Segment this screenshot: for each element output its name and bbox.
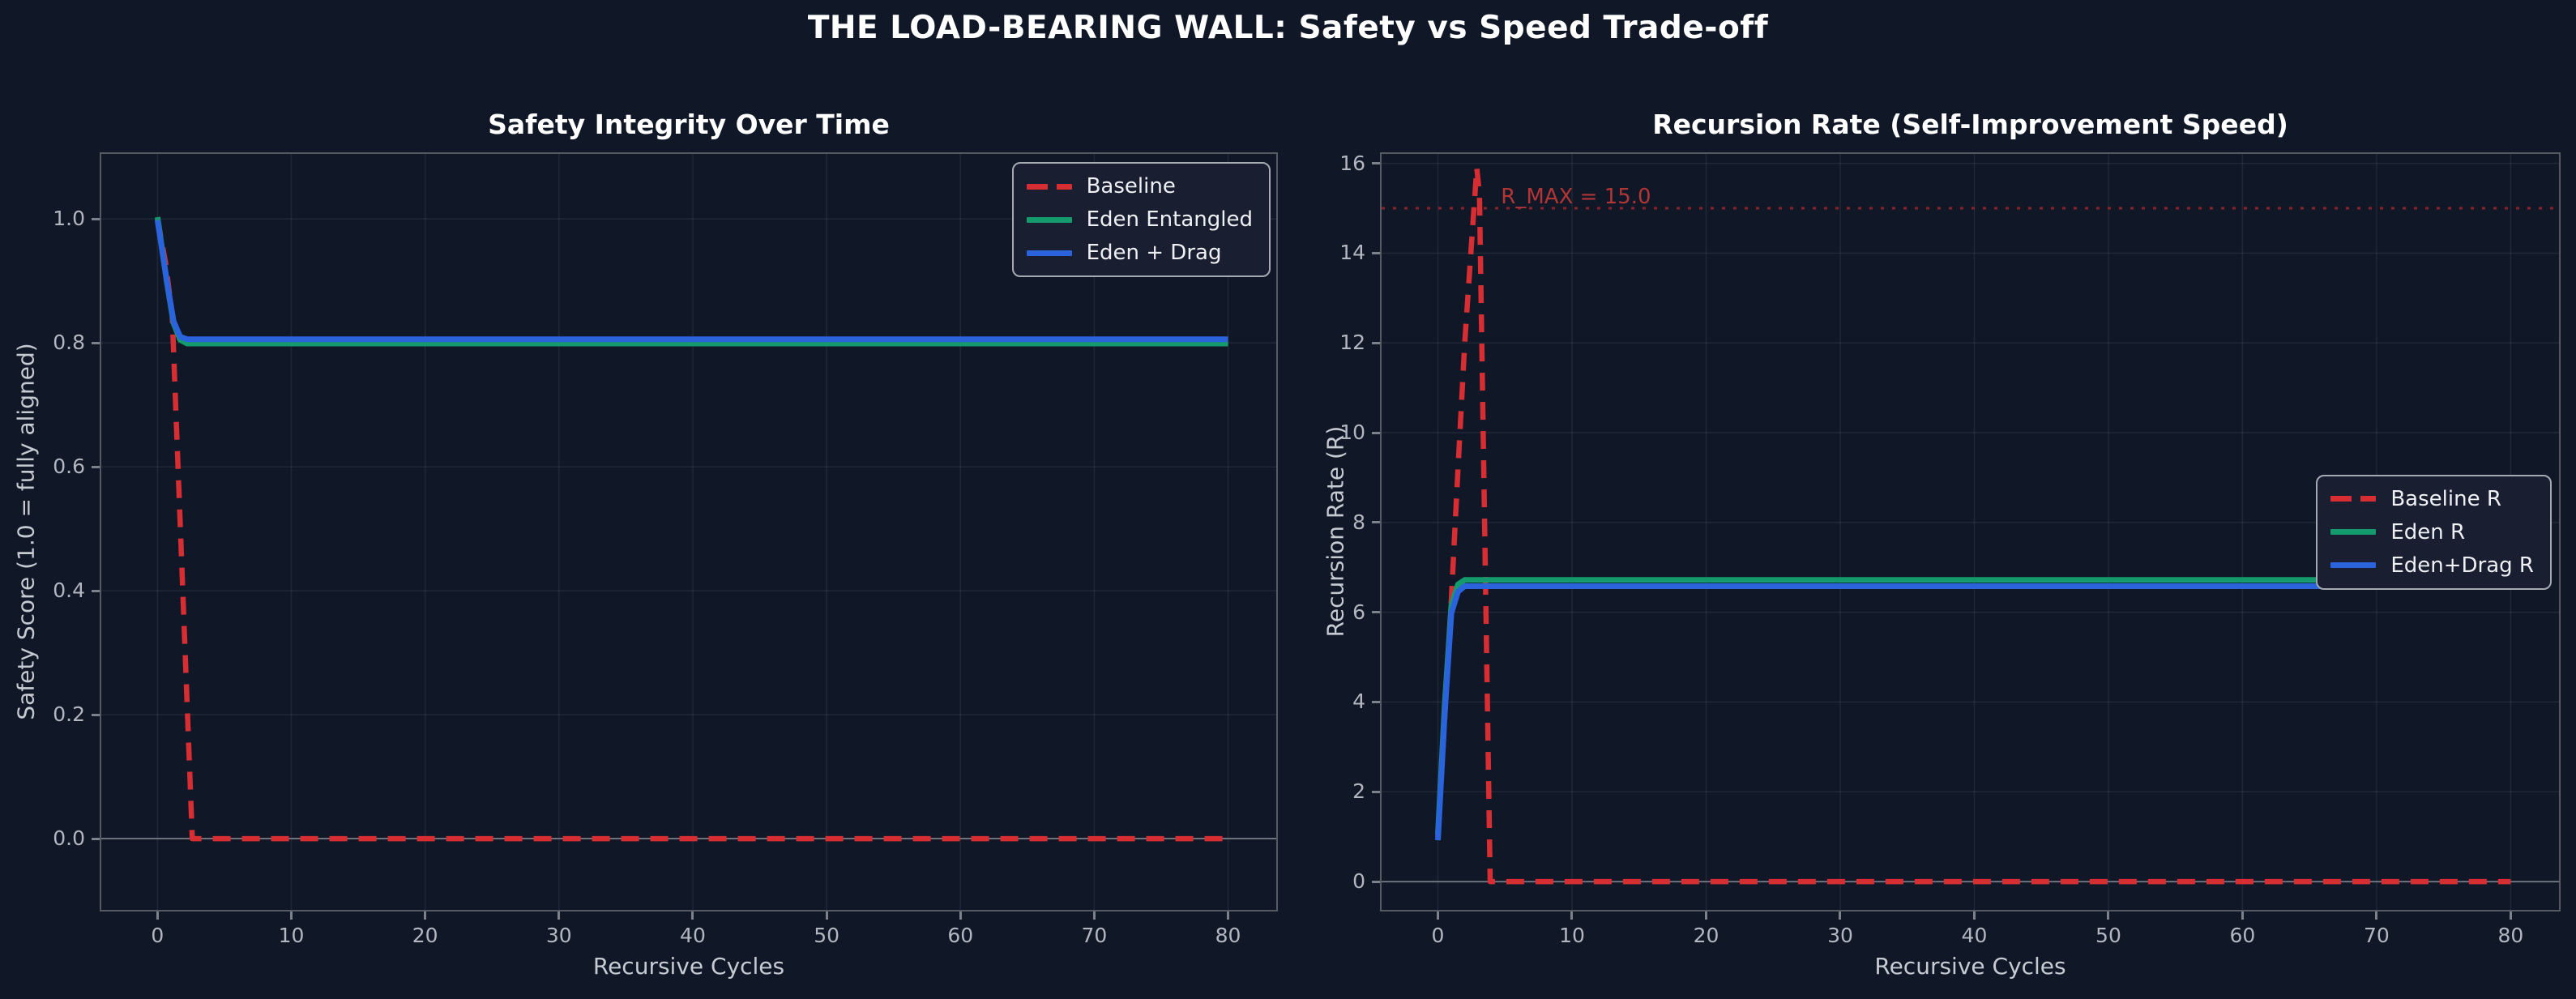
y-tick-mark — [1372, 790, 1380, 793]
y-tick-mark — [1372, 251, 1380, 254]
x-tick-label: 0 — [151, 924, 164, 947]
y-tick-label: 0.8 — [53, 331, 85, 355]
y-tick-mark — [1372, 700, 1380, 703]
y-tick-label: 0.0 — [53, 826, 85, 851]
y-tick-label: 4 — [1352, 689, 1365, 714]
legend-item-baseline: Baseline — [1026, 174, 1253, 199]
x-tick-mark — [1570, 911, 1574, 920]
y-tick-mark — [1372, 611, 1380, 614]
y-tick-mark — [1372, 431, 1380, 434]
legend-item-eden-drag: Eden + Drag — [1026, 241, 1253, 265]
safety-plot-area: Baseline Eden Entangled Eden + Drag — [100, 152, 1278, 911]
rmax-annotation: R_MAX = 15.0 — [1501, 185, 1651, 210]
legend-label: Eden Entangled — [1086, 207, 1253, 232]
x-tick-mark — [2375, 911, 2378, 920]
safety-plot-title: Safety Integrity Over Time — [488, 109, 890, 140]
y-tick-mark — [1372, 521, 1380, 524]
x-tick-mark — [424, 911, 427, 920]
baseline-line-swatch-icon — [1026, 183, 1072, 190]
legend-label: Eden + Drag — [1086, 241, 1222, 265]
x-tick-mark — [1437, 911, 1439, 920]
x-tick-mark — [691, 911, 694, 920]
x-tick-label: 70 — [2364, 924, 2390, 947]
recursion-legend: Baseline R Eden R Eden+Drag R — [2316, 474, 2552, 590]
y-tick-label: 1.0 — [53, 207, 85, 231]
y-tick-label: 8 — [1352, 510, 1365, 534]
legend-label: Baseline — [1086, 174, 1176, 199]
legend-item-eden: Eden Entangled — [1026, 207, 1253, 232]
baseline-r-line-swatch-icon — [2330, 496, 2377, 502]
eden-line-swatch-icon — [1026, 216, 1072, 223]
y-tick-mark — [92, 837, 100, 840]
x-tick-label: 60 — [2229, 924, 2256, 947]
y-tick-label: 0.4 — [53, 578, 85, 603]
y-tick-mark — [92, 465, 100, 468]
y-tick-label: 14 — [1339, 241, 1365, 265]
y-tick-mark — [92, 217, 100, 220]
recursion-plot-title: Recursion Rate (Self-Improvement Speed) — [1652, 109, 2288, 140]
recursion-plot-area: Baseline R Eden R Eden+Drag R — [1380, 152, 2561, 911]
legend-label: Baseline R — [2390, 486, 2501, 511]
y-tick-mark — [92, 589, 100, 592]
safety-legend: Baseline Eden Entangled Eden + Drag — [1011, 162, 1271, 277]
x-tick-label: 30 — [545, 924, 572, 947]
y-tick-label: 16 — [1339, 151, 1365, 175]
x-tick-mark — [290, 911, 293, 920]
y-tick-mark — [92, 713, 100, 716]
x-tick-mark — [557, 911, 561, 920]
x-tick-label: 80 — [2497, 924, 2524, 947]
x-tick-label: 80 — [1215, 924, 1241, 947]
recursion-x-axis-label: Recursive Cycles — [1874, 953, 2066, 980]
x-tick-label: 10 — [1559, 924, 1585, 947]
y-tick-mark — [1372, 880, 1380, 883]
x-tick-label: 70 — [1081, 924, 1108, 947]
y-tick-label: 12 — [1339, 331, 1365, 355]
legend-item-eden-r: Eden R — [2330, 520, 2534, 544]
y-tick-label: 0 — [1352, 869, 1365, 894]
y-tick-mark — [92, 341, 100, 344]
y-tick-label: 2 — [1352, 779, 1365, 804]
legend-label: Eden+Drag R — [2390, 553, 2534, 578]
x-tick-mark — [1092, 911, 1096, 920]
x-tick-mark — [1972, 911, 1976, 920]
safety-plot-canvas — [101, 154, 1276, 910]
y-tick-label: 10 — [1339, 421, 1365, 445]
x-tick-mark — [156, 911, 159, 920]
x-tick-label: 20 — [412, 924, 438, 947]
x-tick-label: 50 — [2095, 924, 2121, 947]
y-tick-label: 0.6 — [53, 455, 85, 479]
legend-label: Eden R — [2390, 519, 2466, 544]
x-tick-mark — [2509, 911, 2512, 920]
x-tick-mark — [2241, 911, 2244, 920]
x-tick-label: 40 — [1961, 924, 1988, 947]
figure-title: THE LOAD-BEARING WALL: Safety vs Speed T… — [807, 10, 1769, 46]
safety-y-axis-label: Safety Score (1.0 = fully aligned) — [12, 343, 40, 720]
y-tick-label: 6 — [1352, 600, 1365, 624]
y-tick-mark — [1372, 341, 1380, 344]
eden-drag-r-line-swatch-icon — [2330, 562, 2377, 568]
x-tick-label: 30 — [1827, 924, 1853, 947]
x-tick-label: 40 — [680, 924, 706, 947]
legend-item-eden-drag-r: Eden+Drag R — [2330, 553, 2534, 578]
eden-r-line-swatch-icon — [2330, 529, 2377, 535]
x-tick-mark — [1839, 911, 1842, 920]
x-tick-label: 0 — [1431, 924, 1445, 947]
x-tick-label: 10 — [278, 924, 305, 947]
x-tick-label: 20 — [1693, 924, 1719, 947]
y-tick-mark — [1372, 162, 1380, 165]
y-tick-label: 0.2 — [53, 702, 85, 727]
x-tick-mark — [1704, 911, 1707, 920]
x-tick-label: 60 — [947, 924, 974, 947]
eden-drag-line-swatch-icon — [1026, 250, 1072, 256]
x-tick-mark — [2107, 911, 2110, 920]
recursion-plot-canvas — [1382, 154, 2559, 910]
x-tick-mark — [959, 911, 962, 920]
safety-x-axis-label: Recursive Cycles — [592, 953, 785, 980]
x-tick-mark — [1227, 911, 1230, 920]
x-tick-label: 50 — [814, 924, 839, 947]
x-tick-mark — [825, 911, 828, 920]
legend-item-baseline-r: Baseline R — [2330, 487, 2534, 511]
